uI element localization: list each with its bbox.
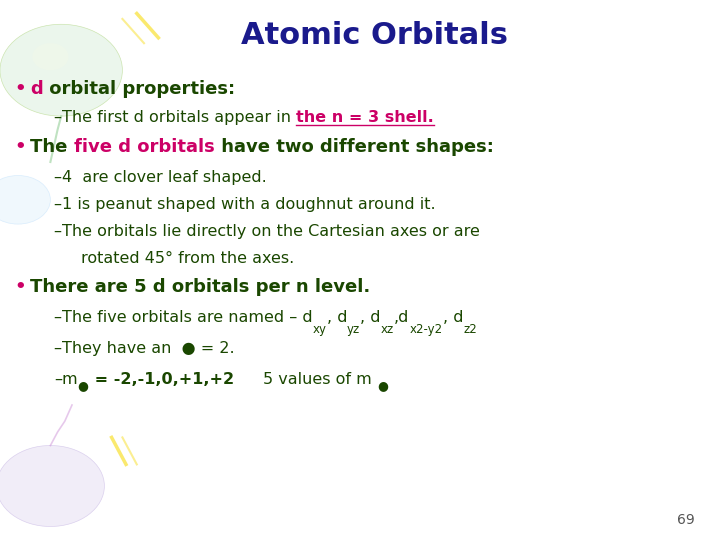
- Text: ,d: ,d: [394, 310, 410, 325]
- Text: –The first d orbitals appear in: –The first d orbitals appear in: [54, 110, 296, 125]
- Circle shape: [32, 43, 68, 70]
- Text: 69: 69: [677, 512, 695, 526]
- Text: –The orbitals lie directly on the Cartesian axes or are: –The orbitals lie directly on the Cartes…: [54, 224, 480, 239]
- Text: five d orbitals: five d orbitals: [74, 138, 215, 156]
- Text: have two different shapes:: have two different shapes:: [215, 138, 493, 156]
- Text: The: The: [30, 138, 74, 156]
- Text: = -2,-1,0,+1,+2: = -2,-1,0,+1,+2: [89, 372, 234, 387]
- Text: –m: –m: [54, 372, 78, 387]
- Circle shape: [0, 176, 50, 224]
- Text: z2: z2: [463, 323, 477, 336]
- Text: •: •: [14, 278, 26, 296]
- Text: d: d: [30, 80, 43, 98]
- Text: Atomic Orbitals: Atomic Orbitals: [241, 21, 508, 50]
- Text: rotated 45° from the axes.: rotated 45° from the axes.: [81, 251, 294, 266]
- Text: 5 values of m: 5 values of m: [263, 372, 377, 387]
- Text: x2-y2: x2-y2: [410, 323, 443, 336]
- Text: •: •: [14, 138, 26, 156]
- Circle shape: [0, 24, 122, 116]
- Text: –They have an  ● = 2.: –They have an ● = 2.: [54, 341, 235, 356]
- Text: ●: ●: [377, 379, 388, 392]
- Circle shape: [0, 446, 104, 526]
- Text: , d: , d: [443, 310, 463, 325]
- Text: , d: , d: [361, 310, 381, 325]
- Text: –4  are clover leaf shaped.: –4 are clover leaf shaped.: [54, 170, 266, 185]
- Text: yz: yz: [347, 323, 361, 336]
- Text: , d: , d: [327, 310, 347, 325]
- Text: –The five orbitals are named – d: –The five orbitals are named – d: [54, 310, 312, 325]
- Text: •: •: [14, 80, 26, 98]
- Text: ●: ●: [78, 379, 89, 392]
- Text: the n = 3 shell.: the n = 3 shell.: [296, 110, 434, 125]
- Text: orbital properties:: orbital properties:: [43, 80, 235, 98]
- Text: There are 5 d orbitals per n level.: There are 5 d orbitals per n level.: [30, 278, 371, 296]
- Text: xz: xz: [381, 323, 394, 336]
- Text: –1 is peanut shaped with a doughnut around it.: –1 is peanut shaped with a doughnut arou…: [54, 197, 436, 212]
- Text: xy: xy: [312, 323, 327, 336]
